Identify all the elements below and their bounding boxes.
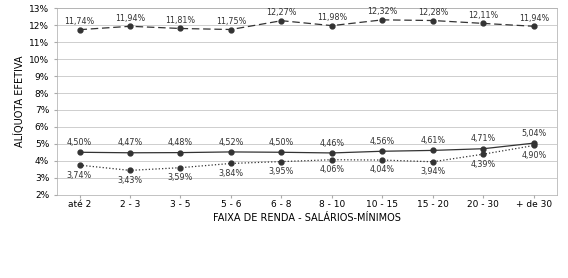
ICMS: [177, 27, 184, 30]
ICMS: [76, 28, 83, 31]
Text: 3,74%: 3,74%: [67, 171, 92, 180]
IPI: [429, 160, 436, 163]
Text: 4,71%: 4,71%: [471, 134, 496, 143]
ICMS: [480, 22, 487, 25]
PIS/COFINS: [177, 151, 184, 154]
IPI: [228, 162, 235, 165]
Text: 4,04%: 4,04%: [370, 165, 395, 175]
PIS/COFINS: [76, 151, 83, 154]
PIS/COFINS: [429, 149, 436, 152]
IPI: [328, 158, 335, 162]
Line: ICMS: ICMS: [77, 18, 536, 32]
Text: 11,75%: 11,75%: [216, 17, 246, 26]
IPI: [379, 158, 386, 162]
Text: 11,74%: 11,74%: [64, 17, 95, 26]
PIS/COFINS: [480, 147, 487, 150]
Text: 12,11%: 12,11%: [468, 11, 499, 20]
Text: 4,61%: 4,61%: [420, 136, 445, 145]
Text: 4,50%: 4,50%: [67, 138, 92, 147]
Text: 4,47%: 4,47%: [118, 138, 143, 147]
Text: 3,59%: 3,59%: [168, 173, 193, 182]
PIS/COFINS: [228, 150, 235, 154]
Line: IPI: IPI: [77, 143, 536, 173]
Text: 11,98%: 11,98%: [317, 13, 347, 22]
Text: 4,50%: 4,50%: [269, 138, 294, 147]
Line: PIS/COFINS: PIS/COFINS: [77, 141, 536, 155]
Text: 3,84%: 3,84%: [219, 169, 244, 178]
ICMS: [278, 19, 285, 22]
PIS/COFINS: [328, 151, 335, 155]
Text: 4,39%: 4,39%: [471, 160, 496, 168]
Text: 11,94%: 11,94%: [519, 14, 549, 23]
Text: 5,04%: 5,04%: [521, 129, 546, 138]
PIS/COFINS: [379, 150, 386, 153]
PIS/COFINS: [127, 151, 133, 155]
ICMS: [379, 18, 386, 21]
Text: 3,94%: 3,94%: [420, 167, 445, 176]
IPI: [127, 169, 133, 172]
Text: 12,27%: 12,27%: [266, 8, 296, 17]
Text: 3,43%: 3,43%: [118, 176, 143, 185]
Text: 4,46%: 4,46%: [319, 138, 345, 148]
PIS/COFINS: [531, 142, 537, 145]
ICMS: [228, 28, 235, 31]
Text: 4,56%: 4,56%: [370, 137, 395, 146]
PIS/COFINS: [278, 151, 285, 154]
Text: 4,90%: 4,90%: [521, 151, 546, 160]
ICMS: [429, 19, 436, 22]
ICMS: [531, 25, 537, 28]
IPI: [531, 144, 537, 147]
ICMS: [127, 25, 133, 28]
Y-axis label: ALÍQUOTA EFETIVA: ALÍQUOTA EFETIVA: [14, 56, 25, 147]
X-axis label: FAIXA DE RENDA - SALÁRIOS-MÍNIMOS: FAIXA DE RENDA - SALÁRIOS-MÍNIMOS: [213, 213, 400, 223]
Text: 4,06%: 4,06%: [319, 165, 345, 174]
Text: 11,94%: 11,94%: [115, 14, 145, 23]
IPI: [278, 160, 285, 163]
IPI: [480, 152, 487, 156]
Text: 4,52%: 4,52%: [218, 138, 244, 147]
Text: 3,95%: 3,95%: [269, 167, 294, 176]
Text: 12,28%: 12,28%: [417, 8, 448, 17]
Text: 12,32%: 12,32%: [367, 7, 398, 16]
IPI: [177, 166, 184, 169]
Text: 4,48%: 4,48%: [168, 138, 193, 147]
Text: 11,81%: 11,81%: [165, 16, 195, 25]
ICMS: [328, 24, 335, 27]
IPI: [76, 163, 83, 167]
